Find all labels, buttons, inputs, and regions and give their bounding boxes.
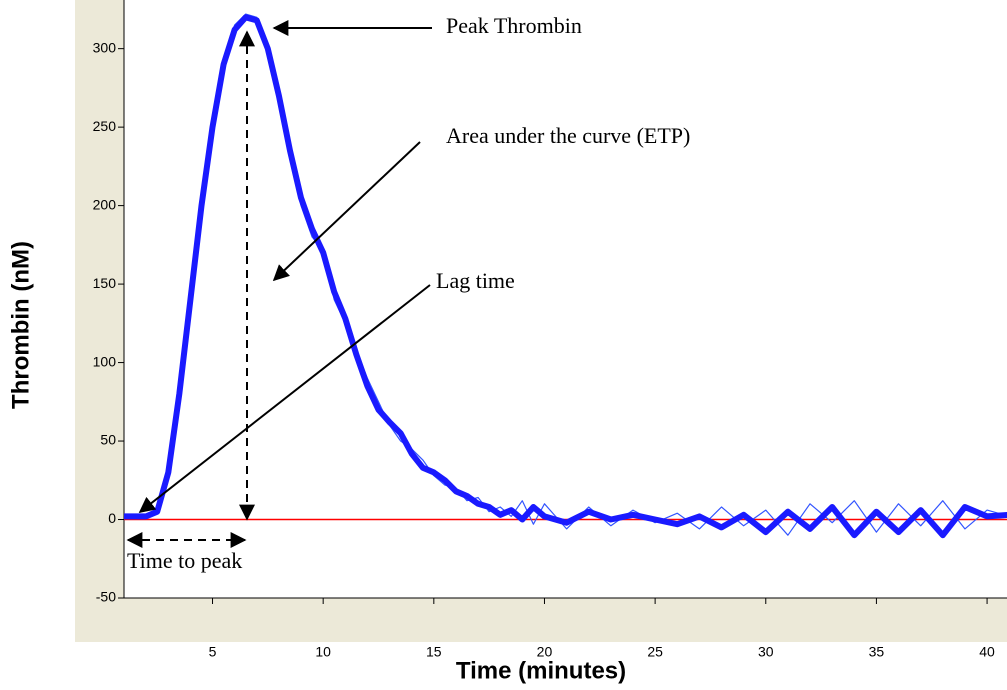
y-axis-label: Thrombin (nM) <box>7 241 34 409</box>
y-tick-label: 250 <box>93 118 117 134</box>
y-tick-label: 100 <box>93 353 117 369</box>
x-tick-label: 20 <box>537 644 553 660</box>
y-tick-label: 150 <box>93 275 117 291</box>
x-tick-label: 5 <box>209 644 217 660</box>
y-tick-label: 50 <box>100 432 116 448</box>
x-tick-label: 10 <box>315 644 331 660</box>
annotation: Lag time <box>436 268 515 293</box>
x-tick-label: 15 <box>426 644 442 660</box>
annotation: Peak Thrombin <box>446 13 582 38</box>
y-tick-label: 200 <box>93 196 117 212</box>
annotation: Area under the curve (ETP) <box>446 123 690 148</box>
x-axis-label: Time (minutes) <box>456 657 626 684</box>
x-tick-label: 25 <box>647 644 663 660</box>
y-tick-label: 0 <box>108 510 116 526</box>
y-tick-label: 300 <box>93 39 117 55</box>
annotations: Peak Thrombin Area under the curve (ETP)… <box>126 13 690 573</box>
data-line <box>124 14 1007 539</box>
x-tick-label: 30 <box>758 644 774 660</box>
x-tick-label: 40 <box>979 644 995 660</box>
x-tick-label: 35 <box>869 644 885 660</box>
y-tick-label: -50 <box>96 589 116 605</box>
annotation: Time to peak <box>127 548 242 573</box>
plot-area <box>124 0 1007 598</box>
arrow <box>138 284 431 513</box>
arrow <box>272 141 421 282</box>
